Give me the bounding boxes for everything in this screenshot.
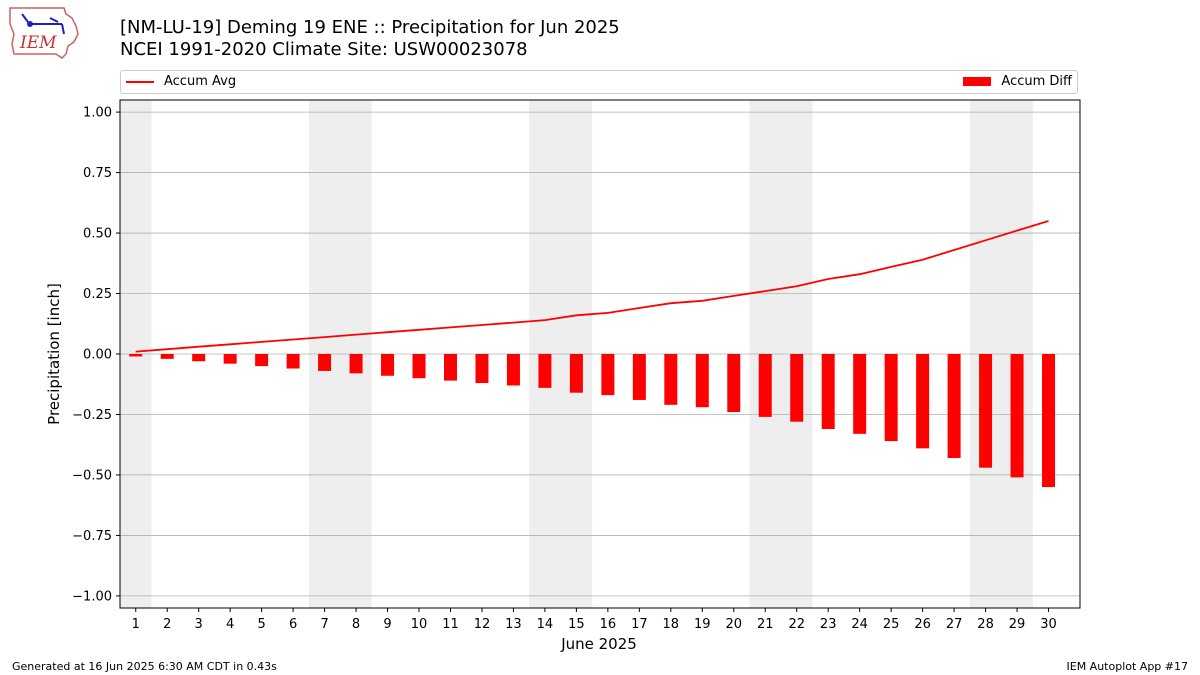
x-tick-label: 5 (257, 617, 265, 632)
accum-diff-bar-day-5 (255, 354, 269, 367)
accum-diff-bar-day-23 (821, 354, 835, 429)
x-tick-label: 3 (195, 617, 203, 632)
x-tick-label: 27 (946, 617, 963, 632)
legend-label-accum-avg: Accum Avg (164, 74, 237, 89)
chart-title: [NM-LU-19] Deming 19 ENE :: Precipitatio… (120, 17, 620, 38)
x-tick-label: 12 (474, 617, 491, 632)
footer-generated: Generated at 16 Jun 2025 6:30 AM CDT in … (12, 660, 277, 673)
x-tick-label: 18 (663, 617, 680, 632)
accum-diff-bar-day-27 (947, 354, 961, 459)
accum-diff-bar-day-22 (790, 354, 804, 422)
x-tick-label: 20 (725, 617, 742, 632)
x-tick-label: 21 (757, 617, 774, 632)
legend: Accum Avg Accum Diff (120, 70, 1078, 94)
x-tick-label: 7 (320, 617, 328, 632)
accum-diff-bar-day-14 (538, 354, 552, 388)
accum-diff-bar-day-1 (129, 354, 143, 357)
accum-diff-bar-day-2 (160, 354, 174, 359)
accum-diff-bar-day-13 (506, 354, 520, 386)
x-tick-label: 6 (289, 617, 297, 632)
accum-diff-bar-day-8 (349, 354, 363, 374)
x-tick-label: 23 (820, 617, 837, 632)
legend-line-swatch (126, 80, 154, 83)
accum-diff-bar-day-20 (727, 354, 741, 413)
accum-diff-bar-day-26 (916, 354, 930, 449)
accum-diff-bar-day-3 (192, 354, 206, 362)
y-tick-label: 0.00 (83, 348, 112, 363)
y-axis-ticks: −1.00 −0.75 −0.50 −0.25 0.00 0.25 0.50 0.75 1.00 (72, 106, 120, 604)
x-tick-label: 14 (537, 617, 554, 632)
x-tick-label: 9 (383, 617, 391, 632)
accum-diff-bar-day-25 (884, 354, 898, 442)
x-tick-label: 28 (977, 617, 994, 632)
accum-diff-bar-day-17 (632, 354, 646, 400)
accum-diff-bar-day-6 (286, 354, 300, 369)
accum-diff-bar-day-4 (223, 354, 237, 364)
accum-diff-bar-day-19 (695, 354, 709, 408)
x-axis-ticks: 1 2 3 4 5 6 7 8 9 10 11 12 13 14 15 16 17 18 19 20 21 22 23 24 2… (132, 608, 1057, 632)
x-axis-label: June 2025 (560, 635, 637, 653)
y-tick-label: −0.75 (72, 529, 112, 544)
x-tick-label: 2 (163, 617, 171, 632)
x-tick-label: 1 (132, 617, 140, 632)
x-tick-label: 11 (442, 617, 459, 632)
x-tick-label: 25 (883, 617, 900, 632)
x-tick-label: 17 (631, 617, 648, 632)
y-tick-label: −1.00 (72, 589, 112, 604)
accum-diff-bar-day-28 (979, 354, 993, 468)
x-tick-label: 15 (568, 617, 585, 632)
x-tick-label: 8 (352, 617, 360, 632)
x-tick-label: 19 (694, 617, 711, 632)
x-tick-label: 22 (788, 617, 805, 632)
legend-item-accum-diff: Accum Diff (963, 74, 1072, 89)
y-tick-label: 1.00 (83, 106, 112, 121)
chart-subtitle: NCEI 1991-2020 Climate Site: USW00023078 (120, 39, 528, 60)
accum-avg-line (135, 220, 1049, 353)
legend-label-accum-diff: Accum Diff (1001, 74, 1072, 89)
iem-logo: IEM (9, 7, 79, 59)
y-tick-label: −0.25 (72, 408, 112, 423)
accum-diff-bar-day-29 (1010, 354, 1024, 478)
accum-diff-bar-day-9 (381, 354, 395, 376)
accum-diff-bar-day-30 (1042, 354, 1056, 488)
x-tick-label: 16 (600, 617, 617, 632)
grid-lines (120, 111, 1080, 597)
y-axis-label: Precipitation [inch] (45, 283, 63, 425)
y-tick-label: 0.75 (83, 166, 112, 181)
accum-diff-bar-day-24 (853, 354, 867, 434)
y-tick-label: 0.50 (83, 227, 112, 242)
accum-diff-bars (129, 354, 1056, 488)
x-tick-label: 13 (505, 617, 522, 632)
x-tick-label: 24 (851, 617, 868, 632)
accum-diff-bar-day-16 (601, 354, 615, 396)
y-tick-label: 0.25 (83, 287, 112, 302)
accum-diff-bar-day-7 (318, 354, 332, 371)
x-tick-label: 26 (914, 617, 931, 632)
iowa-outline-icon (9, 7, 79, 59)
logo-text: IEM (19, 33, 57, 53)
legend-bar-swatch (963, 77, 992, 86)
accum-diff-bar-day-21 (758, 354, 772, 417)
legend-item-accum-avg: Accum Avg (126, 74, 236, 89)
x-tick-label: 30 (1040, 617, 1057, 632)
y-tick-label: −0.50 (72, 468, 112, 483)
accum-diff-bar-day-15 (569, 354, 583, 393)
accum-diff-bar-day-10 (412, 354, 426, 379)
footer-app: IEM Autoplot App #17 (1066, 660, 1189, 673)
x-tick-label: 10 (411, 617, 428, 632)
accum-diff-bar-day-12 (475, 354, 489, 384)
x-tick-label: 4 (226, 617, 234, 632)
accum-diff-bar-day-11 (443, 354, 457, 381)
x-tick-label: 29 (1009, 617, 1026, 632)
accum-diff-bar-day-18 (664, 354, 678, 405)
